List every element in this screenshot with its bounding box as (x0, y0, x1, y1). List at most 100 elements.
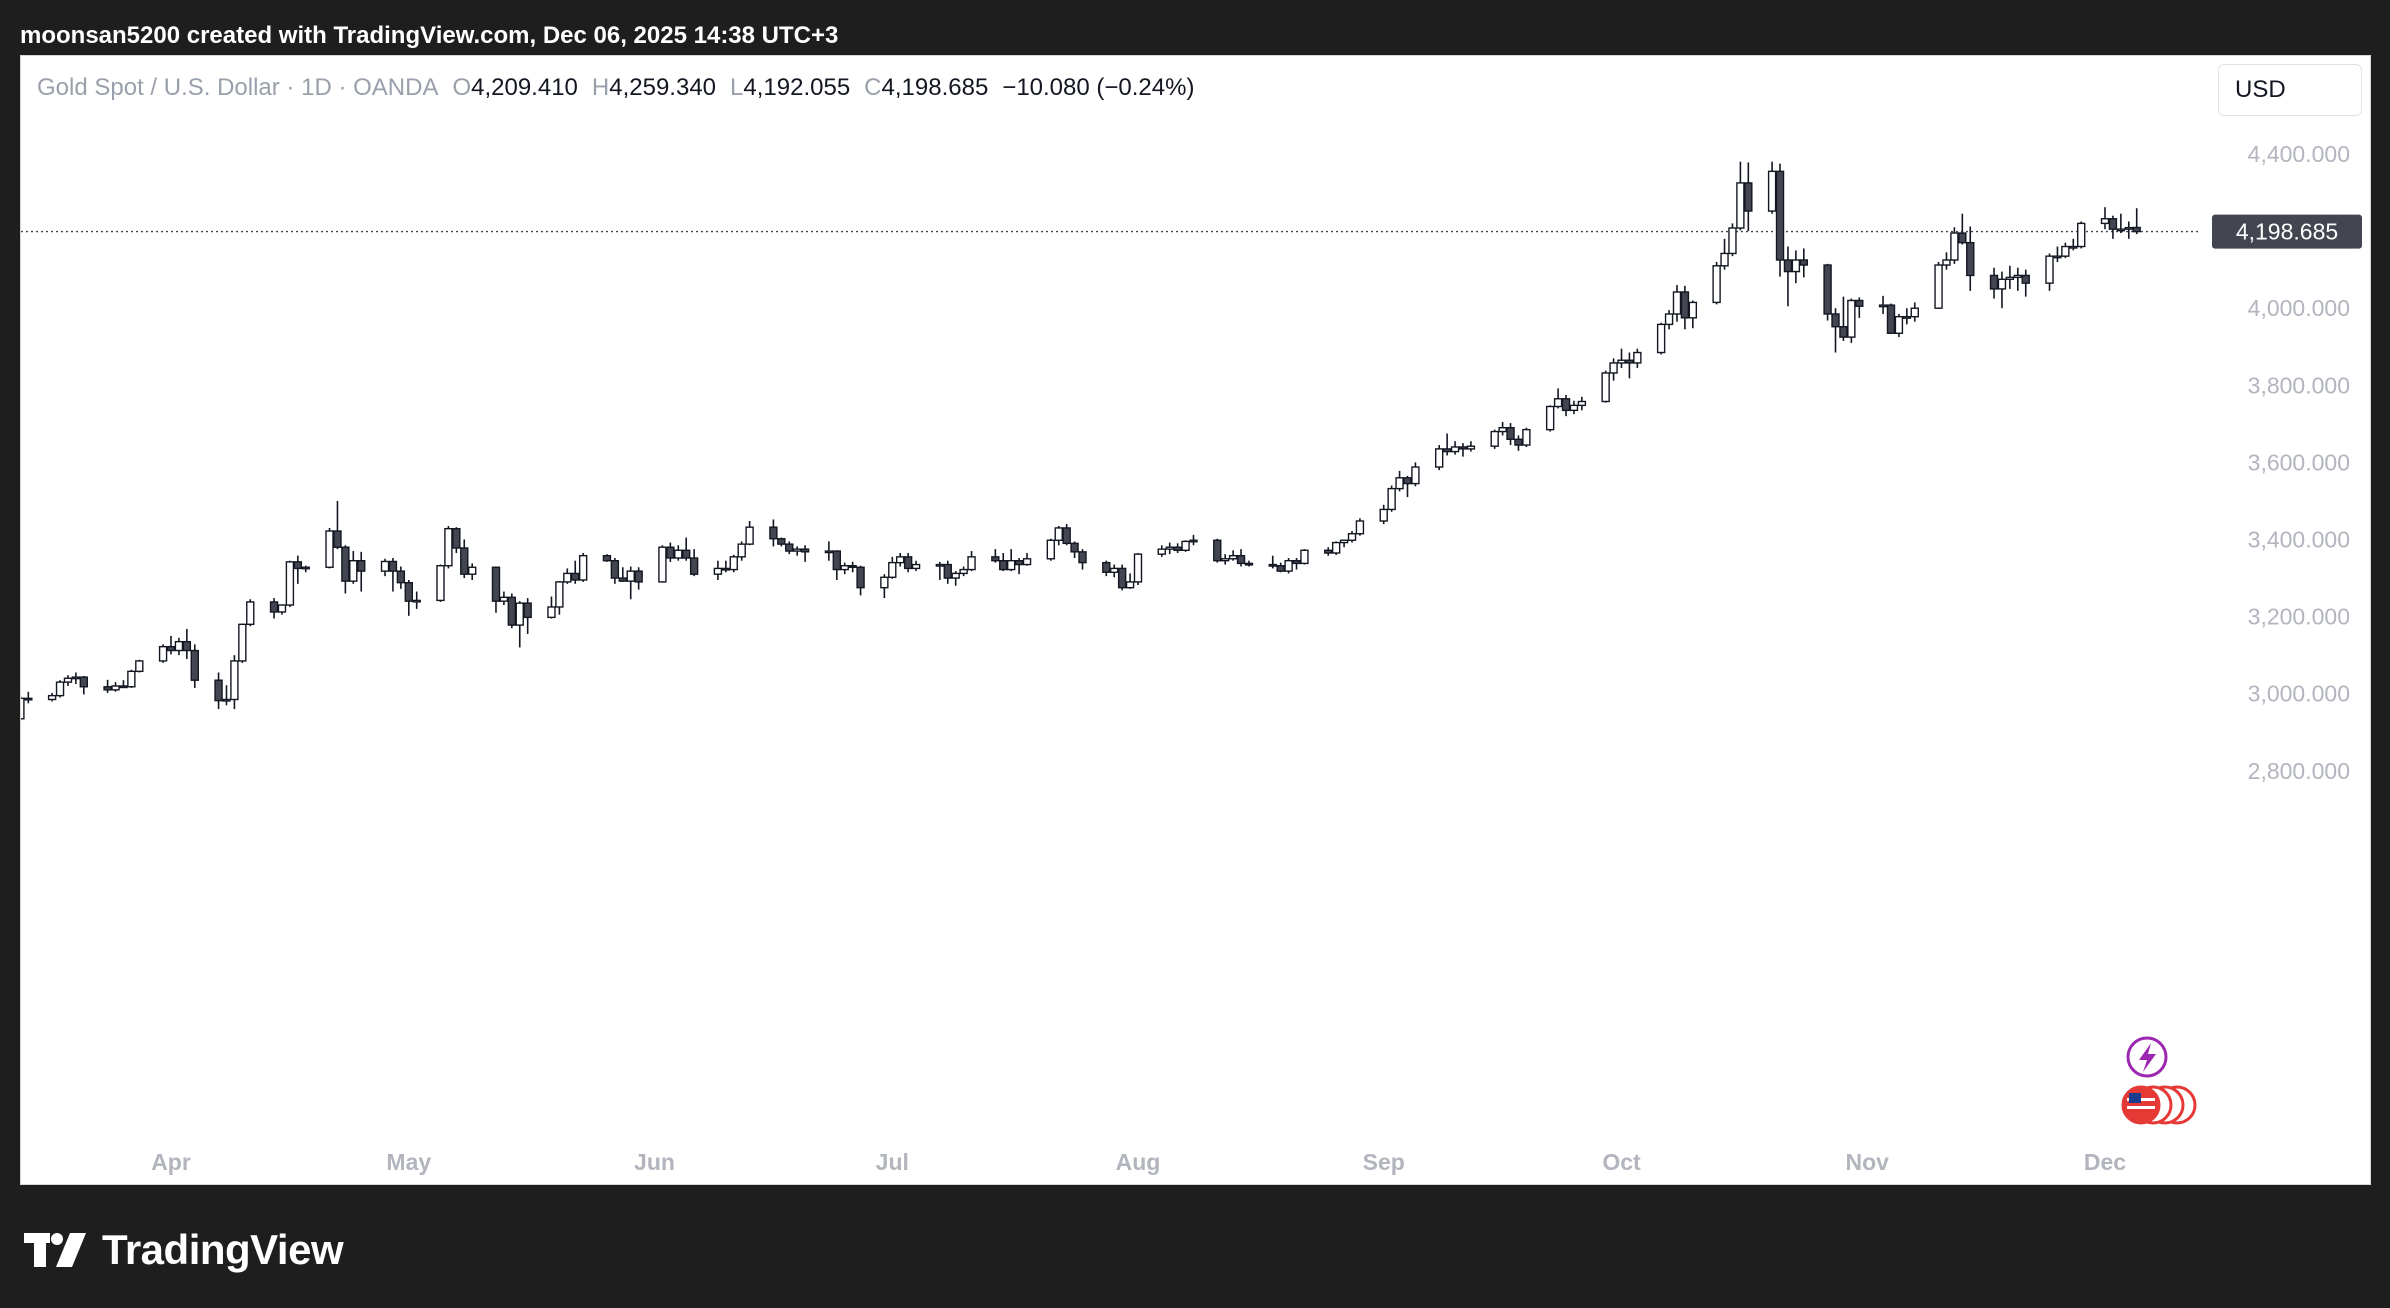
candle (1942, 252, 1951, 270)
candle-body (951, 572, 960, 579)
candle (1601, 370, 1610, 403)
candle-body (166, 645, 176, 652)
candle (2005, 265, 2015, 289)
candle-body (325, 530, 334, 568)
candle (1799, 248, 1809, 278)
candle (1125, 573, 1135, 589)
candle-body (1458, 446, 1468, 450)
candle-body (1847, 299, 1856, 338)
candle-body (1720, 252, 1729, 267)
candle-body (1625, 359, 1634, 364)
us-flag-icon[interactable] (2121, 1085, 2197, 1125)
tradingview-logo[interactable]: TradingView (24, 1222, 344, 1278)
candle-body (1347, 533, 1357, 541)
candle-body (1775, 170, 1785, 261)
candle (2077, 221, 2086, 249)
y-tick-label: 4,400.000 (2248, 141, 2350, 167)
candle-body (1046, 539, 1056, 560)
candle-body (2045, 255, 2054, 284)
candle-body (467, 566, 477, 575)
candle-body (293, 561, 303, 570)
candle-body (1712, 265, 1721, 304)
candle-body (777, 538, 786, 545)
candle-body (1664, 313, 1674, 326)
candle (1133, 552, 1143, 585)
candle-body (618, 577, 627, 582)
candle (1989, 267, 1999, 299)
currency-button[interactable]: USD (2218, 64, 2362, 116)
candle-body (1506, 427, 1515, 440)
candle-body (1934, 264, 1943, 309)
price-chart[interactable]: 4,400.000 4,000.000 3,800.000 3,600.000 3,40… (21, 56, 2370, 1184)
candle (1022, 552, 1032, 566)
candle (1617, 348, 1626, 368)
candle-body (333, 530, 342, 548)
time-axis[interactable]: Apr May Jun Jul Aug Sep Oct Nov Dec (151, 1149, 2126, 1175)
candle (1070, 541, 1079, 559)
candle (571, 560, 580, 584)
candle (2108, 215, 2118, 239)
candle-body (24, 697, 33, 701)
candle-body (444, 528, 453, 567)
candle (1855, 297, 1864, 318)
candle-body (2108, 218, 2118, 230)
candle-body (666, 546, 675, 559)
candle (1688, 300, 1698, 329)
candle (24, 691, 33, 704)
candle (674, 545, 683, 561)
last-price-label: 4,198.685 (2236, 219, 2338, 245)
candle-body (634, 570, 643, 583)
candle-body (1442, 448, 1452, 453)
candle (1783, 246, 1793, 307)
candle (2124, 221, 2133, 239)
candle (737, 541, 746, 561)
candle-body (745, 526, 754, 545)
candle-body (222, 698, 231, 702)
candle (1950, 227, 1959, 264)
y-tick-label: 3,000.000 (2248, 681, 2350, 707)
candle (166, 635, 176, 655)
event-icons[interactable] (2121, 1036, 2197, 1125)
x-tick-label: Jul (876, 1149, 909, 1175)
candle-body (1736, 182, 1745, 229)
candle (1268, 555, 1277, 569)
candle (444, 526, 453, 569)
candle (1284, 558, 1293, 574)
candle (1744, 162, 1753, 232)
candle (547, 596, 556, 619)
candle-body (1831, 313, 1840, 328)
symbol-description[interactable]: Gold Spot / U.S. Dollar · 1D · OANDA (37, 74, 439, 101)
candle-body (127, 670, 136, 688)
candle-body (1950, 232, 1959, 261)
candle-body (1006, 560, 1016, 571)
candle-body (792, 548, 802, 552)
candle-body (111, 685, 120, 691)
candle (2013, 267, 2023, 291)
candle (1577, 396, 1587, 411)
candle (777, 537, 786, 547)
chart-panel[interactable]: 4,400.000 4,000.000 3,800.000 3,600.000 3,40… (20, 55, 2371, 1185)
candle (341, 545, 350, 594)
candle-body (2077, 222, 2086, 248)
candle (634, 567, 643, 590)
candle-body (1569, 404, 1579, 412)
candle (2045, 253, 2054, 291)
candle (967, 551, 976, 572)
candle (293, 555, 303, 584)
candle (1791, 250, 1801, 284)
candle (1775, 163, 1785, 277)
candle (824, 541, 834, 561)
candle (111, 682, 120, 692)
candle-body (1744, 182, 1753, 212)
candle-body (1395, 477, 1404, 490)
candle (935, 561, 945, 580)
candle-body (301, 566, 310, 570)
candle (1736, 161, 1745, 231)
candle-body (856, 566, 865, 589)
candle (2132, 208, 2141, 235)
candle-body (2132, 226, 2141, 233)
price-axis[interactable]: 4,400.000 4,000.000 3,800.000 3,600.000 3,40… (2248, 141, 2350, 784)
candle (467, 563, 477, 580)
candle (1847, 298, 1856, 343)
lightning-icon[interactable] (2126, 1036, 2168, 1078)
